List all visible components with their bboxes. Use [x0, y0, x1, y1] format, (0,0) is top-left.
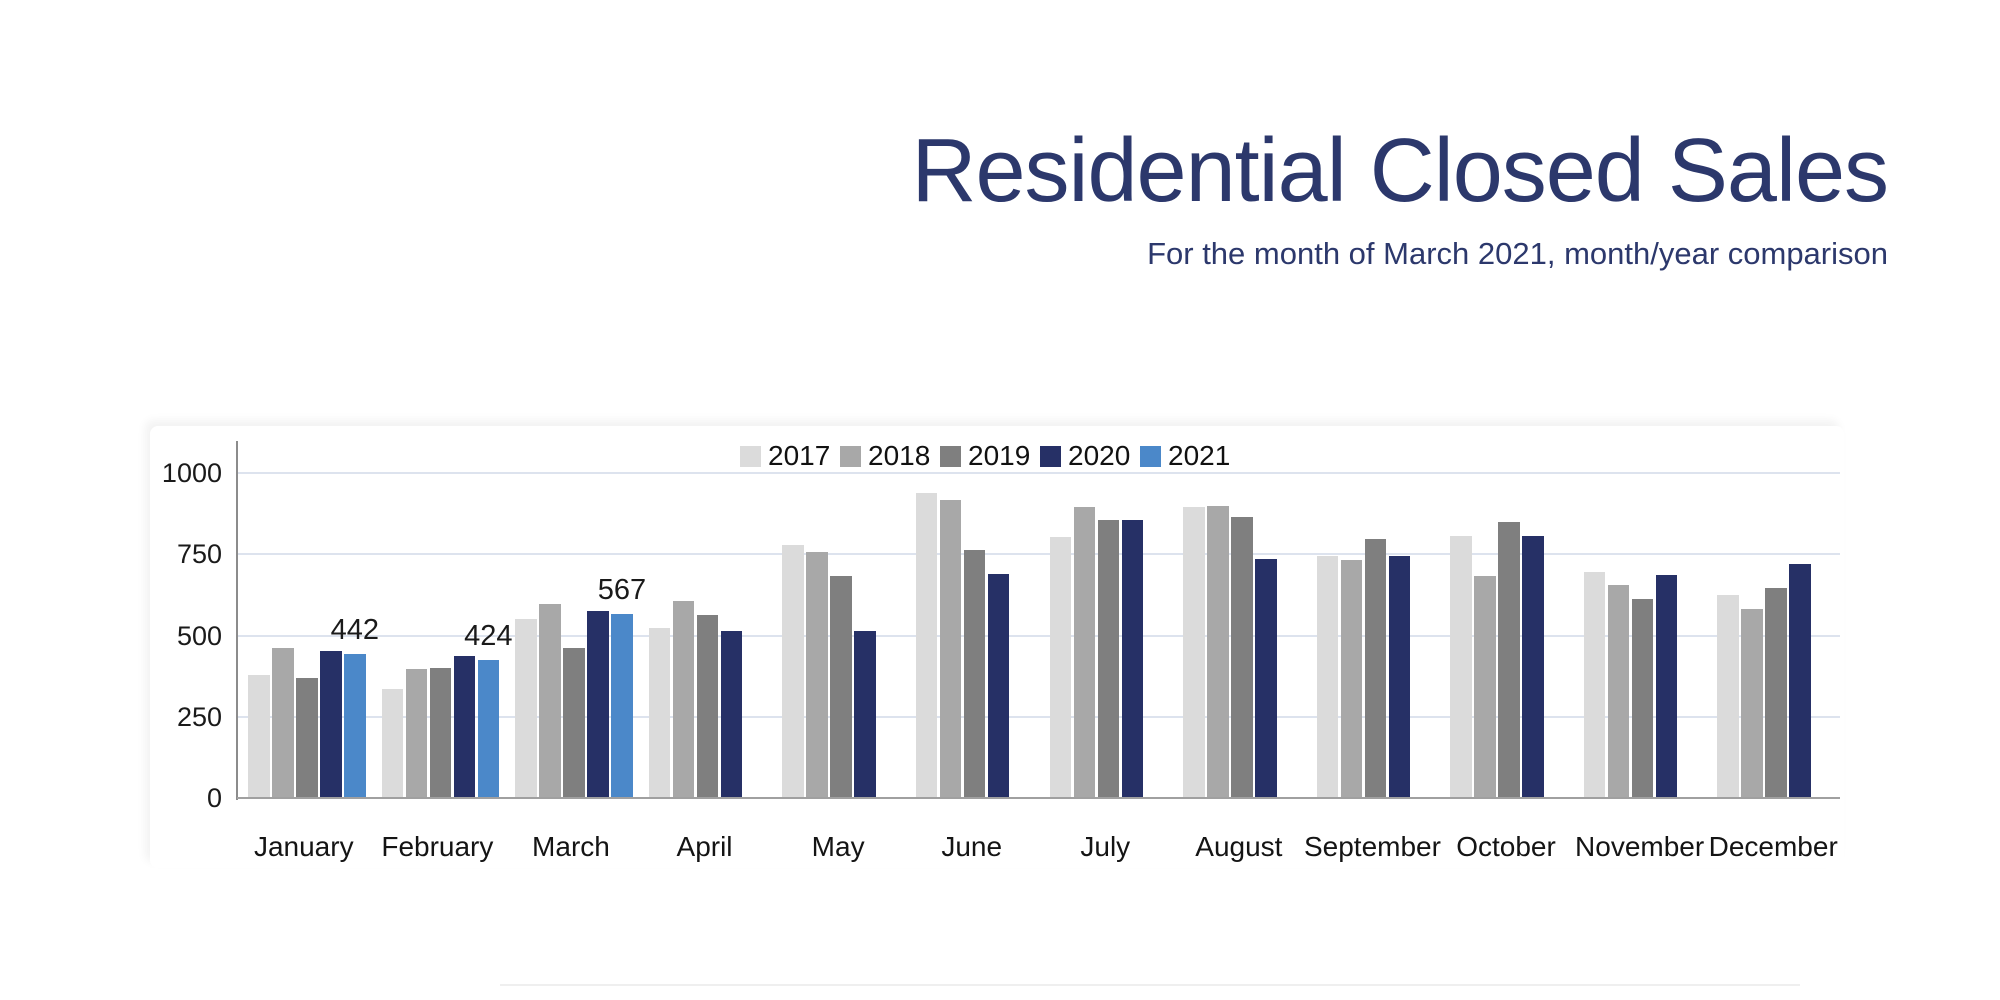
bar-2020-october — [1522, 535, 1544, 798]
chart-header: Residential Closed Sales For the month o… — [911, 121, 1889, 272]
legend-item-2020: 2020 — [1040, 440, 1140, 471]
bar-2020-april — [720, 630, 743, 798]
x-axis-label-april: April — [676, 831, 733, 862]
x-axis-label-august: August — [1195, 831, 1283, 862]
bar-2017-october — [1450, 535, 1472, 798]
bar-2017-january — [248, 675, 270, 798]
bar-2019-october — [1498, 522, 1520, 798]
bar-2018-april — [672, 601, 695, 798]
bar-2021-january — [344, 654, 366, 798]
bar-2020-august — [1255, 559, 1277, 798]
bar-2019-december — [1765, 587, 1787, 798]
y-axis-line — [236, 441, 238, 800]
bar-2020-june — [987, 573, 1010, 798]
legend-label-2017: 2017 — [768, 440, 831, 471]
legend-label-2019: 2019 — [968, 440, 1031, 471]
bar-2020-november — [1655, 574, 1678, 798]
bar-2019-april — [696, 614, 719, 798]
bar-2017-june — [915, 492, 938, 798]
bar-2020-december — [1789, 564, 1811, 798]
x-axis-label-february: February — [381, 831, 494, 862]
legend-label-2020: 2020 — [1068, 440, 1131, 471]
bar-2018-august — [1207, 506, 1229, 798]
bar-2017-march — [515, 618, 537, 798]
x-axis-label-march: March — [532, 831, 610, 862]
chart-legend: 2017 2018 2019 2020 2021 — [740, 440, 1240, 471]
legend-swatch-2021 — [1140, 445, 1161, 467]
bar-2017-may — [782, 545, 804, 798]
bar-2017-april — [648, 628, 671, 798]
y-axis-tick-1000: 1000 — [161, 458, 222, 488]
legend-item-2019: 2019 — [940, 440, 1040, 471]
x-axis-label-september: September — [1303, 831, 1441, 862]
x-axis-label-july: July — [1080, 831, 1131, 862]
legend-item-2021: 2021 — [1140, 440, 1240, 471]
bar-2019-may — [830, 576, 852, 798]
legend-swatch-2018 — [840, 445, 861, 467]
bar-value-label-march: 567 — [597, 573, 647, 606]
bar-2019-august — [1231, 516, 1253, 798]
x-axis-label-may: May — [811, 831, 865, 862]
bar-2019-september — [1364, 538, 1387, 798]
bar-2017-september — [1316, 555, 1339, 798]
bar-2019-march — [563, 648, 585, 798]
bar-2018-october — [1474, 576, 1496, 798]
y-axis-tick-0: 0 — [206, 783, 222, 813]
bar-2021-february — [477, 660, 500, 798]
bar-value-label-january: 442 — [330, 614, 379, 647]
y-axis-tick-250: 250 — [176, 701, 222, 732]
y-axis-tick-750: 750 — [176, 539, 222, 570]
bar-2017-july — [1049, 537, 1072, 798]
bar-value-label-february: 424 — [464, 620, 513, 653]
x-axis-line — [237, 797, 1840, 799]
bar-2019-june — [963, 550, 986, 798]
bar-2018-september — [1340, 560, 1363, 798]
bar-2017-november — [1583, 571, 1606, 798]
bar-2018-march — [539, 603, 561, 798]
bar-2020-march — [587, 610, 609, 798]
gridline-1000 — [237, 472, 1840, 474]
y-axis-tick-500: 500 — [176, 620, 222, 651]
bar-2020-january — [320, 651, 342, 798]
bar-2019-january — [296, 678, 318, 798]
legend-swatch-2019 — [940, 445, 961, 467]
bar-2018-january — [272, 647, 294, 798]
bar-2020-september — [1388, 556, 1411, 798]
bar-2018-december — [1741, 608, 1763, 798]
chart-subtitle: For the month of March 2021, month/year … — [1147, 235, 1888, 271]
bar-2019-february — [429, 667, 452, 798]
bar-2018-july — [1073, 506, 1096, 798]
x-axis-label-december: December — [1708, 831, 1838, 862]
legend-swatch-2017 — [740, 445, 761, 467]
bar-2019-november — [1631, 599, 1654, 798]
bar-2020-july — [1121, 520, 1144, 798]
legend-swatch-2020 — [1040, 445, 1061, 467]
bar-2021-march — [611, 613, 633, 798]
x-axis-label-june: June — [941, 831, 1003, 862]
legend-label-2018: 2018 — [868, 440, 931, 471]
gridline-250 — [237, 715, 1840, 718]
bar-2020-may — [854, 631, 876, 798]
legend-label-2021: 2021 — [1168, 440, 1231, 471]
legend-item-2017: 2017 — [740, 440, 840, 471]
chart-title: Residential Closed Sales — [911, 121, 1889, 221]
bar-2020-february — [453, 655, 476, 798]
bar-2018-may — [806, 551, 828, 798]
bar-2017-december — [1717, 595, 1739, 798]
bar-2018-november — [1607, 585, 1630, 798]
bar-2018-june — [939, 499, 962, 798]
x-axis-label-november: November — [1575, 831, 1705, 862]
legend-item-2018: 2018 — [840, 440, 940, 471]
gridline-500 — [237, 634, 1840, 637]
slide-bottom-edge — [500, 984, 1800, 986]
gridline-750 — [237, 553, 1840, 556]
bar-2018-february — [405, 668, 428, 798]
x-axis-label-january: January — [253, 831, 354, 862]
x-axis-label-october: October — [1456, 831, 1556, 862]
bar-2019-july — [1097, 520, 1120, 798]
bar-2017-february — [381, 688, 404, 798]
bar-2017-august — [1183, 507, 1205, 798]
